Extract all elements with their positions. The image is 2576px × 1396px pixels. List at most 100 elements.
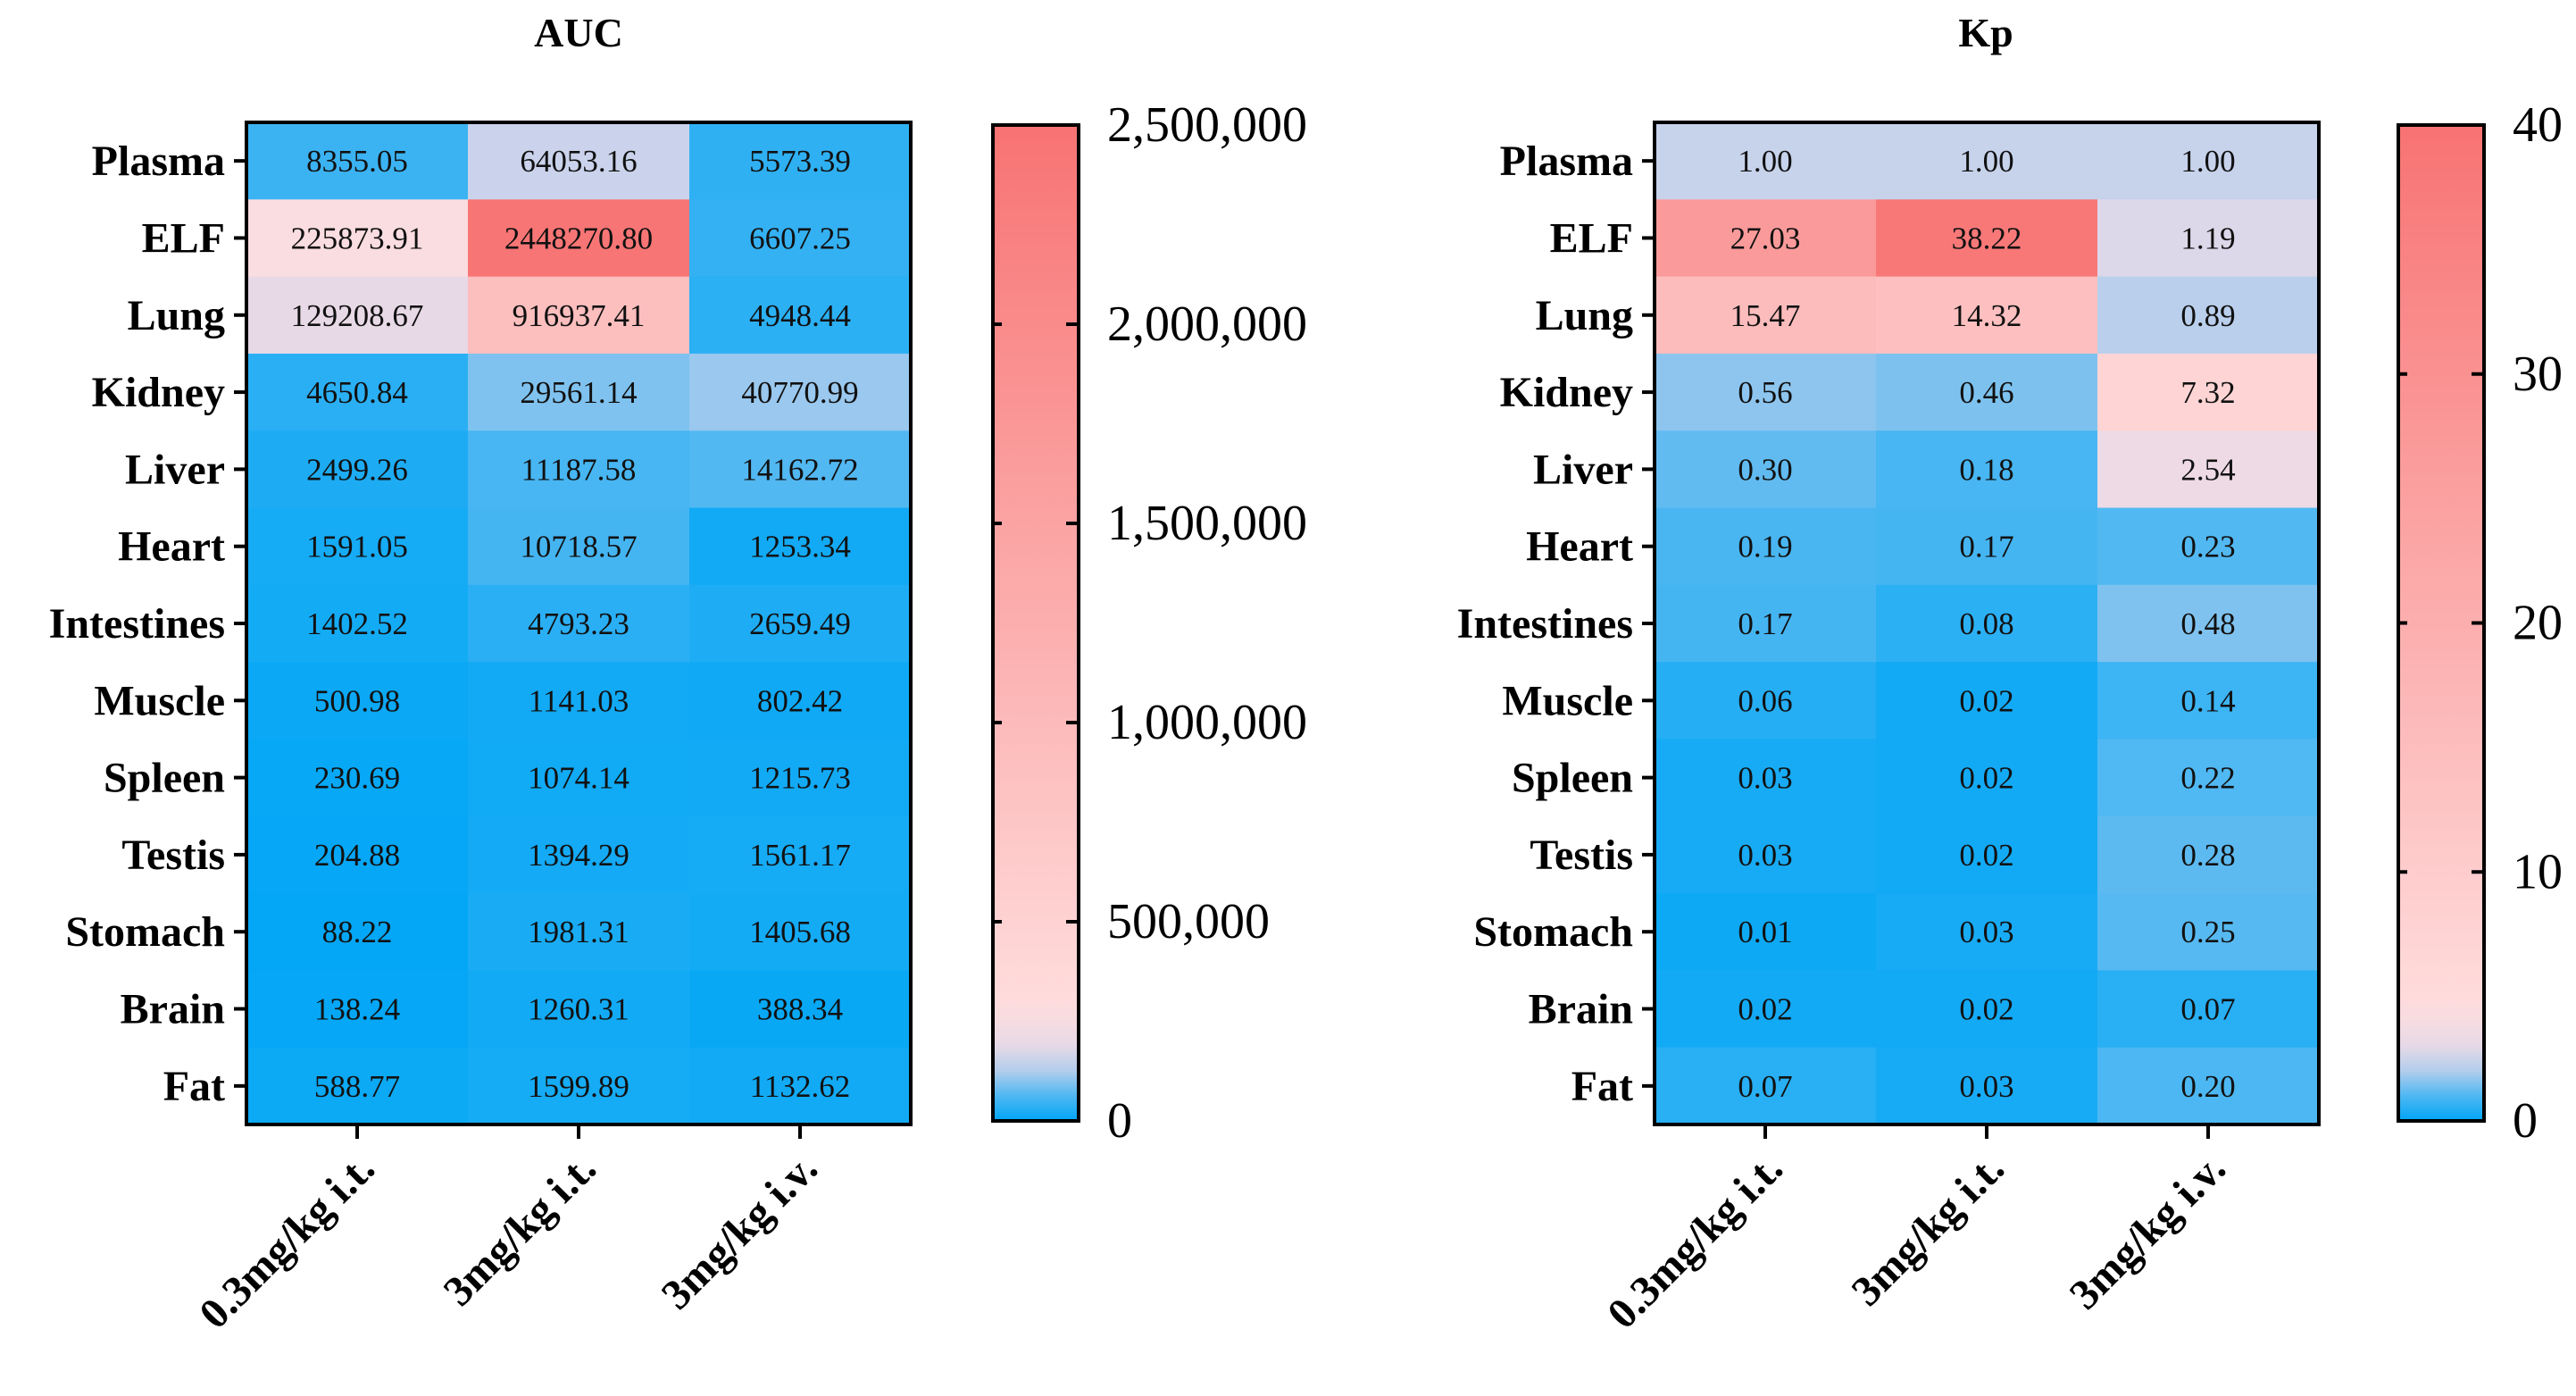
cell-value-label: 0.28 <box>2180 838 2235 873</box>
cell-value-label: 2448270.80 <box>504 221 653 255</box>
cell-value-label: 38.22 <box>1952 221 2022 255</box>
heatmap-cell <box>1655 431 1877 509</box>
heatmap-cell <box>1876 815 2098 894</box>
y-tick-label: Intestines <box>1457 600 1633 648</box>
y-tick-label: Spleen <box>104 755 225 802</box>
y-tick-label: Muscle <box>1502 677 1633 724</box>
cell-value-label: 0.02 <box>1959 683 2013 718</box>
cell-value-label: 2659.49 <box>749 606 851 641</box>
cell-value-label: 1561.17 <box>749 838 851 873</box>
heatmap-cell <box>1876 507 2098 586</box>
heatmap-cell <box>689 507 912 586</box>
cell-value-label: 7.32 <box>2180 375 2235 410</box>
y-tick-label: Fat <box>163 1063 225 1110</box>
y-tick-label: Muscle <box>94 677 225 724</box>
cell-value-label: 6607.25 <box>749 221 851 255</box>
heatmap-cell <box>2097 970 2320 1049</box>
cell-value-label: 0.18 <box>1959 452 2013 487</box>
cell-value-label: 0.01 <box>1738 915 1792 949</box>
heatmap-cell <box>468 122 690 200</box>
heatmap-cell <box>246 1047 469 1125</box>
heatmap-cell <box>689 584 912 663</box>
cell-value-label: 29561.14 <box>520 375 637 410</box>
heatmap-cell <box>1655 507 1877 586</box>
cell-value-label: 1215.73 <box>749 761 851 796</box>
cell-value-label: 0.56 <box>1738 375 1792 410</box>
heatmap-cell <box>2097 584 2320 663</box>
heatmap-cell <box>1876 739 2098 817</box>
heatmap-cell <box>689 970 912 1049</box>
chart-title: Kp <box>1958 10 2013 55</box>
cell-value-label: 1.19 <box>2180 221 2235 255</box>
heatmap-cell <box>1655 893 1877 971</box>
cell-value-label: 0.25 <box>2180 915 2235 949</box>
cell-value-label: 916937.41 <box>513 298 646 333</box>
colorbar-tick-label: 2,000,000 <box>1107 297 1307 352</box>
heatmap-cell <box>1655 970 1877 1049</box>
heatmap-cell <box>1876 122 2098 200</box>
colorbar-tick-label: 0 <box>1107 1093 1132 1149</box>
y-tick-label: Plasma <box>92 138 225 185</box>
y-tick-label: Kidney <box>1500 369 1633 416</box>
cell-value-label: 0.08 <box>1959 606 2013 641</box>
heatmap-cell <box>246 970 469 1049</box>
cell-value-label: 0.07 <box>2180 992 2235 1027</box>
y-tick-label: Testis <box>121 832 225 879</box>
heatmap-cell <box>1876 662 2098 740</box>
heatmap-cell <box>246 353 469 431</box>
y-tick-label: Fat <box>1571 1063 1633 1110</box>
heatmap-cell <box>689 122 912 200</box>
cell-value-label: 1.00 <box>2180 144 2235 179</box>
y-tick-label: ELF <box>142 214 225 262</box>
cell-value-label: 1591.05 <box>306 530 408 564</box>
cell-value-label: 8355.05 <box>306 144 408 179</box>
cell-value-label: 0.03 <box>1738 838 1792 873</box>
cell-value-label: 40770.99 <box>741 375 858 410</box>
heatmap-cell <box>1876 276 2098 355</box>
cell-value-label: 0.23 <box>2180 530 2235 564</box>
heatmap-cell <box>2097 353 2320 431</box>
colorbar-tick-label: 1,000,000 <box>1107 695 1307 750</box>
colorbar-tick-label: 500,000 <box>1107 894 1270 949</box>
heatmap-cell <box>1876 1047 2098 1125</box>
heatmap-panel-2: Kp 1.00 1.00 1.00 27.03 38.22 1.19 15.47 14.32 0.… <box>1457 10 2563 1338</box>
x-tick-label: 3mg/kg i.t. <box>435 1144 605 1315</box>
y-tick-label: Lung <box>1536 292 1633 339</box>
y-tick-label: Stomach <box>65 908 225 956</box>
cell-value-label: 0.02 <box>1959 838 2013 873</box>
colorbar-tick-label: 1,500,000 <box>1107 496 1307 551</box>
heatmap-cell <box>246 739 469 817</box>
cell-value-label: 0.19 <box>1738 530 1792 564</box>
heatmap-cell <box>246 893 469 971</box>
cell-value-label: 0.20 <box>2180 1069 2235 1104</box>
cell-value-label: 0.89 <box>2180 298 2235 333</box>
heatmap-cell <box>468 584 690 663</box>
heatmap-cell <box>1655 1047 1877 1125</box>
y-tick-label: ELF <box>1550 214 1633 262</box>
cell-value-label: 2.54 <box>2180 452 2235 487</box>
colorbar-tick-label: 30 <box>2513 347 2563 402</box>
x-tick-label: 3mg/kg i.v. <box>2061 1144 2235 1318</box>
cell-value-label: 0.17 <box>1959 530 2013 564</box>
y-tick-label: Plasma <box>1500 138 1633 185</box>
y-tick-label: Spleen <box>1512 755 1633 802</box>
heatmap-cell <box>1876 199 2098 278</box>
heatmap-cell <box>1655 199 1877 278</box>
y-tick-label: Liver <box>1533 446 1633 493</box>
cell-value-label: 4948.44 <box>749 298 851 333</box>
heatmap-cell <box>1655 739 1877 817</box>
colorbar-tick-label: 10 <box>2513 844 2563 899</box>
heatmap-cell <box>1655 276 1877 355</box>
heatmap-cell <box>1876 353 2098 431</box>
cell-value-label: 0.03 <box>1738 761 1792 796</box>
heatmap-cell <box>1876 584 2098 663</box>
heatmap-cell <box>689 739 912 817</box>
heatmap-cell <box>2097 431 2320 509</box>
cell-value-label: 0.06 <box>1738 683 1792 718</box>
cell-value-label: 1.00 <box>1959 144 2013 179</box>
cell-value-label: 1402.52 <box>306 606 408 641</box>
y-tick-label: Testis <box>1530 832 1633 879</box>
heatmap-cell <box>468 739 690 817</box>
heatmap-cell <box>2097 507 2320 586</box>
